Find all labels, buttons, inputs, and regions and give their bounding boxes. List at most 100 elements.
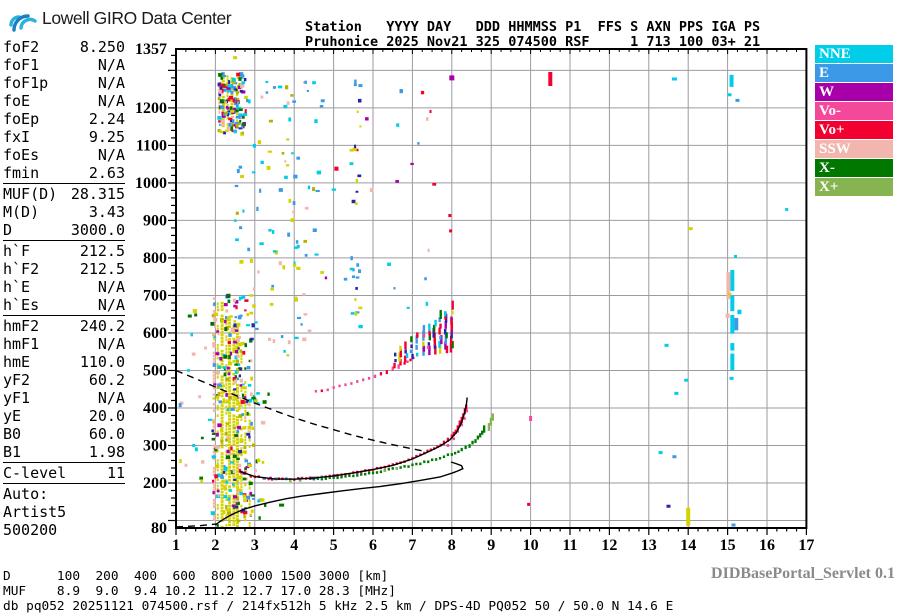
param-value: 2.63 xyxy=(88,164,125,182)
svg-text:11: 11 xyxy=(562,537,577,554)
svg-text:2: 2 xyxy=(211,537,219,554)
param-row-fof2: foF2 8.250 xyxy=(3,38,125,56)
param-row-b1: B1 1.98 xyxy=(3,443,125,461)
plot-gridlines xyxy=(176,49,807,528)
param-value: N/A xyxy=(97,296,125,314)
svg-text:5: 5 xyxy=(330,537,338,554)
param-label: fxI xyxy=(3,128,31,146)
spread-f-layer xyxy=(393,300,454,369)
param-value: 212.5 xyxy=(79,242,125,260)
panel-divider xyxy=(3,315,125,316)
param-value: N/A xyxy=(97,56,125,74)
svg-text:800: 800 xyxy=(143,250,167,267)
status-line: db pq052 20251121 074500.rsf / 214fx512h… xyxy=(3,598,674,614)
param-label: yF2 xyxy=(3,371,31,389)
param-value: 3000.0 xyxy=(70,221,125,239)
svg-text:16: 16 xyxy=(759,537,775,554)
panel-divider xyxy=(3,240,125,241)
param-label: foF1p xyxy=(3,74,49,92)
legend-item-x: X- xyxy=(815,159,893,177)
param-value: 2.24 xyxy=(88,110,125,128)
station-header: Station YYYY DAY DDD HHMMSS P1 FFS S AXN… xyxy=(305,19,761,50)
param-value: 240.2 xyxy=(79,317,125,335)
param-value: 11 xyxy=(106,464,125,482)
muf-row: MUF 8.9 9.0 9.4 10.2 11.2 12.7 17.0 28.3… xyxy=(3,583,396,599)
svg-text:9: 9 xyxy=(487,537,495,554)
param-row-hf2: h`F2 212.5 xyxy=(3,260,125,278)
param-row-foe: foE N/A xyxy=(3,92,125,110)
svg-text:1000: 1000 xyxy=(135,175,167,192)
legend-item-nne: NNE xyxy=(815,45,893,63)
legend-item-ssw: SSW xyxy=(815,140,893,158)
param-value: 20.0 xyxy=(88,407,125,425)
param-row-mufd: MUF(D) 28.315 xyxy=(3,185,125,203)
param-row-fmin: fmin 2.63 xyxy=(3,164,125,182)
param-value: 28.315 xyxy=(70,185,125,203)
param-value: N/A xyxy=(97,278,125,296)
param-row-hmf2: hmF2 240.2 xyxy=(3,317,125,335)
param-value: N/A xyxy=(97,146,125,164)
param-label: B0 xyxy=(3,425,22,443)
param-label: h`F2 xyxy=(3,260,40,278)
svg-text:17: 17 xyxy=(798,537,814,554)
param-label: h`E xyxy=(3,278,31,296)
param-row-d: D 3000.0 xyxy=(3,221,125,239)
param-row-he: h`E N/A xyxy=(3,278,125,296)
param-label: hmF1 xyxy=(3,335,40,353)
param-row-clevel: C-level 11 xyxy=(3,464,125,482)
panel-divider xyxy=(3,183,125,184)
param-row-yf1: yF1 N/A xyxy=(3,389,125,407)
param-value: 8.250 xyxy=(79,38,125,56)
auto-line: 500200 xyxy=(3,521,58,539)
auto-line: Auto: xyxy=(3,485,49,503)
param-label: foF1 xyxy=(3,56,40,74)
param-label: D xyxy=(3,221,13,239)
svg-text:200: 200 xyxy=(143,475,167,492)
param-value: N/A xyxy=(97,92,125,110)
station-header-line2: Pruhonice 2025 Nov21 325 074500 RSF 1 71… xyxy=(305,33,761,50)
param-row-md: M(D) 3.43 xyxy=(3,203,125,221)
param-row-yf2: yF2 60.2 xyxy=(3,371,125,389)
param-label: foE xyxy=(3,92,31,110)
param-value: 3.43 xyxy=(88,203,125,221)
param-label: B1 xyxy=(3,443,22,461)
didbase-portal-page: { "logo": { "title": "Lowell GIRO Data C… xyxy=(3,4,895,614)
param-label: MUF(D) xyxy=(3,185,58,203)
svg-text:500: 500 xyxy=(143,362,167,379)
trace-layer xyxy=(175,356,494,528)
svg-text:12: 12 xyxy=(601,537,617,554)
svg-text:700: 700 xyxy=(143,287,167,304)
param-value: N/A xyxy=(97,389,125,407)
svg-text:400: 400 xyxy=(143,400,167,417)
param-row-b0: B0 60.0 xyxy=(3,425,125,443)
svg-text:900: 900 xyxy=(143,212,167,229)
param-label: foEp xyxy=(3,110,40,128)
svg-text:8: 8 xyxy=(448,537,456,554)
svg-text:3: 3 xyxy=(251,537,259,554)
svg-text:1200: 1200 xyxy=(135,100,167,117)
param-label: yE xyxy=(3,407,22,425)
svg-text:13: 13 xyxy=(641,537,657,554)
param-value: 1.98 xyxy=(88,443,125,461)
param-value: 60.0 xyxy=(88,425,125,443)
param-row-fxi: fxI 9.25 xyxy=(3,128,125,146)
param-row-hf: h`F 212.5 xyxy=(3,242,125,260)
param-row-fof1: foF1 N/A xyxy=(3,56,125,74)
param-label: hmE xyxy=(3,353,31,371)
logo-title: Lowell GIRO Data Center xyxy=(42,7,232,28)
isolated-echo-marks xyxy=(187,56,789,527)
legend-item-x: X+ xyxy=(815,178,893,196)
svg-text:1: 1 xyxy=(172,537,180,554)
param-value: 60.2 xyxy=(88,371,125,389)
param-value: 212.5 xyxy=(79,260,125,278)
param-label: foF2 xyxy=(3,38,40,56)
param-row-hme: hmE 110.0 xyxy=(3,353,125,371)
legend-item-w: W xyxy=(815,83,893,101)
param-row-ye: yE 20.0 xyxy=(3,407,125,425)
lowell-giro-logo: Lowell GIRO Data Center xyxy=(8,4,232,32)
param-label: hmF2 xyxy=(3,317,40,335)
param-value: 110.0 xyxy=(79,353,125,371)
svg-text:1357: 1357 xyxy=(135,41,167,58)
legend-item-vo: Vo+ xyxy=(815,121,893,139)
polarization-legend: NNE E W Vo- Vo+ SSW X- X+ xyxy=(815,45,893,197)
